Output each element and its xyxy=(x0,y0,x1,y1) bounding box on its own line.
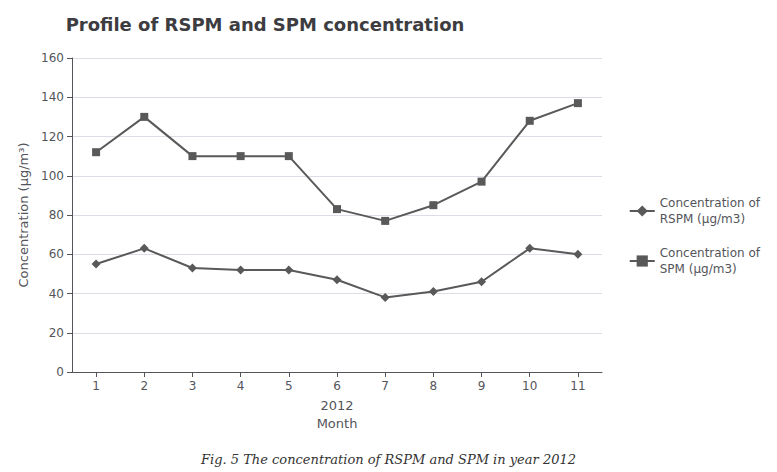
svg-text:3: 3 xyxy=(189,379,197,393)
svg-text:Concentration (µg/m³): Concentration (µg/m³) xyxy=(16,142,31,287)
svg-text:6: 6 xyxy=(333,379,341,393)
svg-text:80: 80 xyxy=(49,208,64,222)
svg-text:Month: Month xyxy=(317,416,358,431)
svg-text:Fig. 5 The concentration of RS: Fig. 5 The concentration of RSPM and SPM… xyxy=(200,452,576,467)
svg-text:2012: 2012 xyxy=(320,398,353,413)
svg-text:40: 40 xyxy=(49,287,64,301)
svg-text:SPM (µg/m3): SPM (µg/m3) xyxy=(660,262,737,276)
svg-text:2: 2 xyxy=(140,379,148,393)
svg-text:0: 0 xyxy=(56,365,64,379)
svg-text:Concentration of: Concentration of xyxy=(660,246,761,260)
svg-text:9: 9 xyxy=(478,379,486,393)
svg-text:5: 5 xyxy=(285,379,293,393)
svg-text:Profile of RSPM and SPM concen: Profile of RSPM and SPM concentration xyxy=(66,14,465,35)
svg-text:120: 120 xyxy=(41,130,64,144)
svg-text:100: 100 xyxy=(41,169,64,183)
svg-text:140: 140 xyxy=(41,90,64,104)
svg-text:160: 160 xyxy=(41,51,64,65)
svg-text:4: 4 xyxy=(237,379,245,393)
svg-text:10: 10 xyxy=(522,379,537,393)
svg-text:1: 1 xyxy=(92,379,100,393)
svg-text:8: 8 xyxy=(430,379,438,393)
svg-text:11: 11 xyxy=(570,379,585,393)
svg-text:60: 60 xyxy=(49,247,64,261)
svg-text:Concentration of: Concentration of xyxy=(660,196,761,210)
svg-text:7: 7 xyxy=(381,379,389,393)
svg-text:RSPM (µg/m3): RSPM (µg/m3) xyxy=(660,212,745,226)
svg-text:20: 20 xyxy=(49,326,64,340)
